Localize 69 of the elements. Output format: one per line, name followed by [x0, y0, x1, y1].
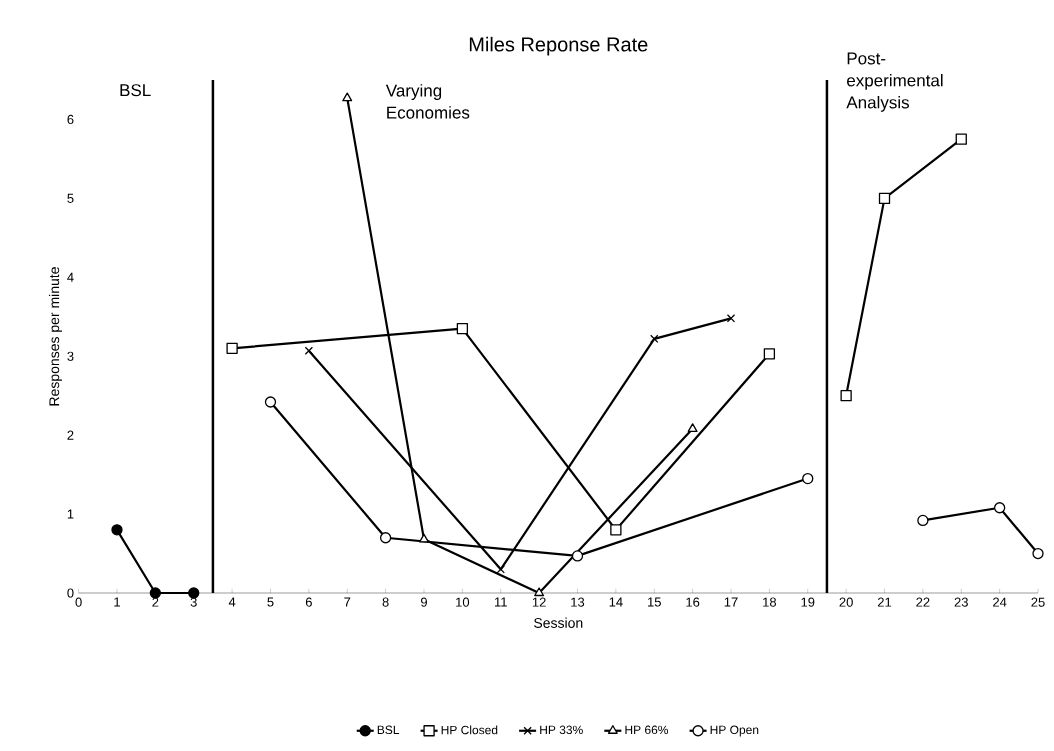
point	[226, 342, 238, 354]
point	[379, 532, 392, 544]
legend-label: HP 33%	[540, 725, 583, 735]
point	[419, 533, 429, 543]
point	[342, 92, 353, 102]
x-tick-label: 25	[1031, 597, 1045, 607]
x-tick-label: 9	[420, 597, 427, 607]
x-tick-label: 22	[916, 597, 930, 607]
point	[840, 390, 852, 402]
point	[726, 314, 736, 323]
x-tick-label: 20	[839, 597, 853, 607]
x-tick-label: 14	[609, 597, 623, 607]
annotation: Varying Economies	[385, 84, 470, 119]
x-tick-label: 0	[75, 597, 82, 607]
point	[264, 396, 277, 408]
x-tick-label: 8	[382, 597, 389, 607]
y-tick-label: 2	[67, 430, 74, 440]
point	[188, 587, 200, 599]
point	[650, 334, 659, 344]
x-tick-label: 2	[152, 597, 159, 607]
legend-label: HP Open	[710, 725, 759, 737]
point	[610, 524, 622, 536]
x-tick-label: 7	[344, 597, 351, 607]
annotation: Post-experimental Analysis	[846, 52, 943, 112]
annotation: BSL	[120, 84, 151, 97]
y-tick-label: 5	[67, 193, 74, 203]
point	[878, 192, 891, 205]
y-tick-label: 0	[67, 588, 74, 598]
point	[496, 565, 505, 574]
point	[1032, 547, 1044, 560]
x-tick-label: 12	[532, 597, 546, 607]
x-tick-label: 24	[993, 597, 1007, 607]
point	[955, 133, 967, 145]
x-tick-label: 18	[763, 597, 777, 607]
y-tick-label: 3	[67, 351, 74, 361]
y-tick-label: 4	[67, 272, 74, 282]
x-tick-label: 19	[801, 597, 815, 607]
point	[456, 322, 469, 335]
point	[149, 587, 162, 599]
x-tick-label: 17	[724, 597, 738, 607]
point	[571, 550, 584, 562]
x-tick-label: 1	[114, 597, 120, 607]
point	[534, 587, 545, 597]
point	[111, 524, 123, 536]
x-tick-label: 6	[305, 597, 312, 607]
point	[687, 423, 698, 432]
point	[993, 502, 1006, 514]
point	[304, 346, 314, 355]
x-tick-label: 13	[571, 597, 585, 607]
point	[802, 472, 814, 485]
legend-label: BSL	[377, 725, 400, 735]
legend-label: HP Closed	[441, 725, 498, 735]
point	[763, 348, 776, 360]
x-tick-label: 4	[228, 597, 236, 607]
y-axis-title: Responses per minute	[48, 267, 62, 406]
x-tick-label: 23	[954, 597, 968, 607]
x-tick-label: 16	[686, 597, 700, 607]
x-tick-label: 3	[190, 597, 197, 607]
y-tick-label: 6	[67, 114, 74, 125]
x-axis-title: Session	[534, 617, 583, 628]
x-tick-label: 5	[267, 597, 274, 607]
x-tick-label: 21	[877, 597, 892, 607]
x-tick-label: 15	[648, 597, 661, 607]
legend-label: HP 66%	[625, 725, 669, 735]
chart-title: Miles Reponse Rate	[469, 36, 648, 56]
point	[917, 514, 929, 527]
x-tick-label: 11	[494, 597, 507, 607]
x-tick-label: 10	[456, 597, 470, 607]
y-tick-label: 1	[67, 509, 74, 519]
